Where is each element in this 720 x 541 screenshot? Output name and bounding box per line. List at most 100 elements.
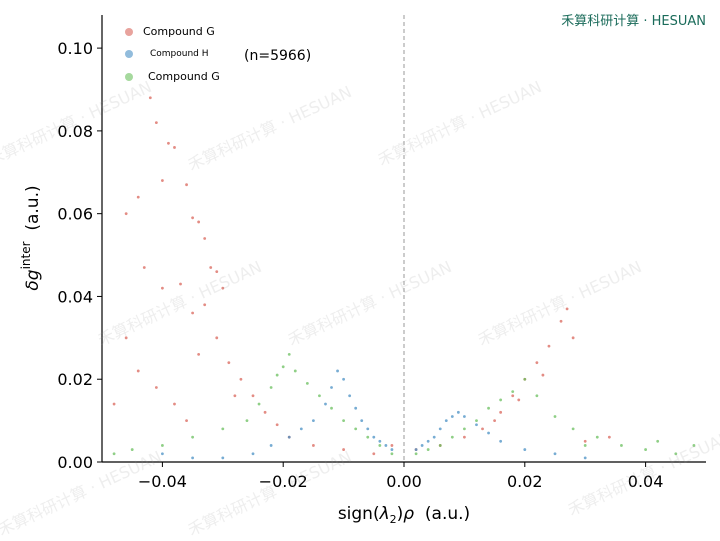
data-point-series-2 bbox=[372, 435, 376, 439]
data-point-series-2 bbox=[414, 448, 418, 451]
brand-label: 禾算科研计算 · HESUAN bbox=[561, 14, 706, 29]
data-point-series-3 bbox=[487, 406, 490, 410]
data-point-series-3 bbox=[656, 439, 660, 443]
y-tick-label: 0.06 bbox=[57, 205, 93, 224]
data-point-series-3 bbox=[620, 444, 623, 447]
data-point-series-3 bbox=[463, 427, 466, 431]
data-point-series-3 bbox=[287, 352, 291, 356]
y-axis-label: δginter (a.u.) bbox=[19, 185, 43, 290]
data-point-series-3 bbox=[305, 381, 309, 385]
data-point-series-3 bbox=[595, 435, 599, 439]
data-point-series-1 bbox=[203, 237, 207, 240]
legend-label-compound-g: Compound G bbox=[143, 25, 215, 38]
data-point-series-1 bbox=[583, 439, 587, 443]
data-point-series-2 bbox=[444, 419, 448, 423]
data-point-series-1 bbox=[136, 195, 140, 199]
data-point-series-2 bbox=[583, 456, 587, 460]
x-tick-label: −0.04 bbox=[138, 472, 187, 491]
data-point-series-2 bbox=[366, 427, 370, 431]
data-point-series-3 bbox=[674, 452, 678, 456]
data-point-series-2 bbox=[523, 448, 527, 451]
data-point-series-1 bbox=[112, 402, 116, 406]
legend-marker-compound-h bbox=[125, 50, 133, 58]
data-point-series-3 bbox=[112, 452, 116, 456]
y-tick-label: 0.08 bbox=[57, 122, 93, 141]
data-point-series-3 bbox=[571, 427, 575, 431]
data-point-series-2 bbox=[499, 439, 503, 443]
data-point-series-2 bbox=[161, 452, 164, 456]
data-point-series-1 bbox=[148, 96, 152, 100]
data-point-series-3 bbox=[269, 386, 273, 389]
data-point-series-1 bbox=[179, 282, 182, 286]
data-point-series-3 bbox=[535, 394, 539, 398]
data-point-series-3 bbox=[426, 448, 430, 451]
x-tick-label: 0.02 bbox=[507, 472, 543, 491]
data-point-series-2 bbox=[475, 423, 478, 427]
data-point-series-2 bbox=[287, 435, 291, 439]
x-tick-label: 0.04 bbox=[628, 472, 664, 491]
data-point-series-1 bbox=[191, 311, 195, 315]
data-point-series-2 bbox=[269, 444, 273, 447]
x-axis-label: sign(λ2)ρ (a.u.) bbox=[338, 504, 470, 526]
data-point-series-1 bbox=[390, 444, 394, 447]
data-point-series-1 bbox=[517, 398, 521, 402]
data-point-series-3 bbox=[161, 444, 164, 447]
data-point-series-1 bbox=[499, 410, 503, 414]
data-point-series-1 bbox=[215, 336, 219, 340]
data-point-series-1 bbox=[535, 361, 539, 365]
data-point-series-1 bbox=[541, 373, 545, 377]
data-point-series-3 bbox=[257, 402, 261, 406]
points-layer bbox=[112, 96, 696, 460]
data-point-series-1 bbox=[571, 336, 575, 340]
data-point-series-2 bbox=[342, 377, 345, 381]
data-point-series-1 bbox=[481, 427, 484, 431]
y-tick-label: 0.10 bbox=[57, 39, 93, 58]
data-point-series-1 bbox=[185, 183, 188, 187]
data-point-series-3 bbox=[366, 435, 370, 439]
data-point-series-2 bbox=[463, 415, 466, 418]
data-point-series-1 bbox=[185, 419, 188, 423]
data-point-series-1 bbox=[161, 179, 164, 182]
y-tick-label: 0.04 bbox=[57, 287, 93, 306]
data-point-series-3 bbox=[553, 415, 557, 418]
data-point-series-3 bbox=[318, 394, 321, 398]
data-point-series-1 bbox=[511, 394, 515, 398]
x-axis-ticks: −0.04 −0.02 0.00 0.02 0.04 bbox=[138, 462, 664, 491]
data-point-series-1 bbox=[124, 336, 128, 340]
data-point-series-2 bbox=[191, 456, 195, 460]
data-point-series-2 bbox=[312, 419, 315, 423]
data-point-series-2 bbox=[299, 427, 303, 431]
data-point-series-2 bbox=[221, 456, 225, 460]
data-point-series-3 bbox=[378, 444, 382, 447]
data-point-series-2 bbox=[384, 444, 388, 447]
legend-label-compound-h: Compound H bbox=[150, 49, 209, 59]
data-point-series-1 bbox=[251, 394, 255, 398]
data-point-series-1 bbox=[154, 386, 158, 389]
data-point-series-1 bbox=[197, 220, 201, 224]
data-point-series-3 bbox=[354, 427, 358, 431]
data-point-series-2 bbox=[450, 415, 454, 418]
data-point-series-1 bbox=[215, 270, 219, 274]
data-point-series-1 bbox=[312, 444, 315, 447]
data-point-series-3 bbox=[390, 452, 394, 456]
data-point-series-3 bbox=[414, 452, 418, 456]
data-point-series-3 bbox=[130, 448, 134, 451]
data-point-series-1 bbox=[493, 419, 496, 423]
data-point-series-3 bbox=[191, 435, 195, 439]
data-point-series-1 bbox=[167, 141, 170, 145]
data-point-series-1 bbox=[227, 361, 231, 365]
data-point-series-3 bbox=[644, 448, 647, 451]
data-point-series-1 bbox=[372, 452, 376, 456]
data-point-series-1 bbox=[203, 303, 207, 307]
data-point-series-1 bbox=[221, 286, 225, 290]
data-point-series-1 bbox=[154, 121, 158, 125]
data-point-series-1 bbox=[607, 435, 611, 439]
data-point-series-3 bbox=[275, 373, 279, 377]
data-point-series-2 bbox=[251, 452, 255, 456]
data-point-series-1 bbox=[173, 146, 176, 149]
y-axis-ticks: 0.00 0.02 0.04 0.06 0.08 0.10 bbox=[57, 39, 102, 472]
data-point-series-3 bbox=[330, 406, 333, 410]
data-point-series-2 bbox=[390, 448, 394, 451]
legend-marker-compound-g bbox=[125, 28, 133, 36]
data-point-series-3 bbox=[342, 419, 345, 423]
